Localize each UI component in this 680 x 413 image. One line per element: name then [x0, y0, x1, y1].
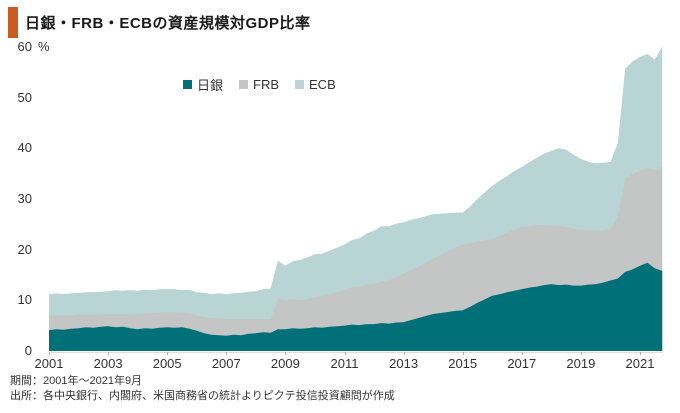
x-tick-mark: [285, 352, 287, 355]
x-tick-mark: [344, 352, 346, 355]
x-tick-label: 2005: [152, 356, 182, 371]
x-tick-mark: [640, 352, 641, 355]
chart-footnotes: 期間：2001年～2021年9月 出所：各中央銀行、内閣府、米国商務省の統計より…: [10, 374, 395, 404]
x-tick-mark: [521, 352, 523, 355]
y-tick-label: 10: [17, 292, 32, 308]
x-tick-mark: [167, 352, 169, 355]
legend-item-ecb: ECB: [295, 77, 336, 92]
y-tick-label: 40: [17, 140, 32, 156]
x-tick-label: 2017: [507, 356, 537, 371]
x-tick-mark: [49, 352, 50, 355]
x-tick-label: 2003: [93, 356, 123, 371]
footnote-period: 期間：2001年～2021年9月: [10, 375, 143, 387]
x-tick-label: 2007: [211, 356, 241, 371]
footnote-source: 出所：各中央銀行、内閣府、米国商務省の統計よりピクテ投信投資顧問が作成: [10, 390, 395, 402]
x-tick-mark: [580, 352, 582, 355]
legend-item-boj: 日銀: [183, 75, 223, 94]
x-tick-label: 2019: [566, 356, 596, 371]
x-tick-label: 2009: [270, 356, 300, 371]
x-tick-label: 2001: [34, 356, 64, 371]
x-tick-mark: [226, 352, 228, 355]
legend-label-frb: FRB: [253, 77, 280, 92]
y-tick-label: 30: [17, 190, 32, 206]
x-tick-label: 2021: [625, 356, 655, 371]
x-tick-label: 2015: [448, 356, 478, 371]
page-title: 日銀・FRB・ECBの資産規模対GDP比率: [25, 15, 311, 32]
chart-legend: 日銀 FRB ECB: [183, 75, 336, 94]
x-tick-label: 2011: [330, 356, 359, 371]
area-boj: [49, 262, 663, 351]
legend-label-boj: 日銀: [197, 78, 224, 93]
x-tick-mark: [403, 352, 405, 355]
y-tick-label: 60: [17, 38, 32, 54]
x-tick-mark: [462, 352, 464, 355]
title-accent-bar: [8, 7, 18, 38]
y-tick-label: 20: [17, 241, 32, 257]
legend-swatch-frb: [239, 80, 249, 89]
legend-label-ecb: ECB: [309, 77, 336, 92]
legend-swatch-ecb: [295, 80, 305, 89]
legend-swatch-boj: [183, 80, 192, 89]
legend-item-frb: FRB: [239, 77, 279, 92]
y-axis-unit: %: [38, 38, 50, 54]
x-axis-line: [49, 352, 663, 353]
y-tick-label: 50: [17, 89, 32, 105]
y-tick-label: 0: [24, 343, 32, 358]
x-tick-label: 2013: [389, 356, 419, 371]
x-tick-mark: [108, 352, 110, 355]
